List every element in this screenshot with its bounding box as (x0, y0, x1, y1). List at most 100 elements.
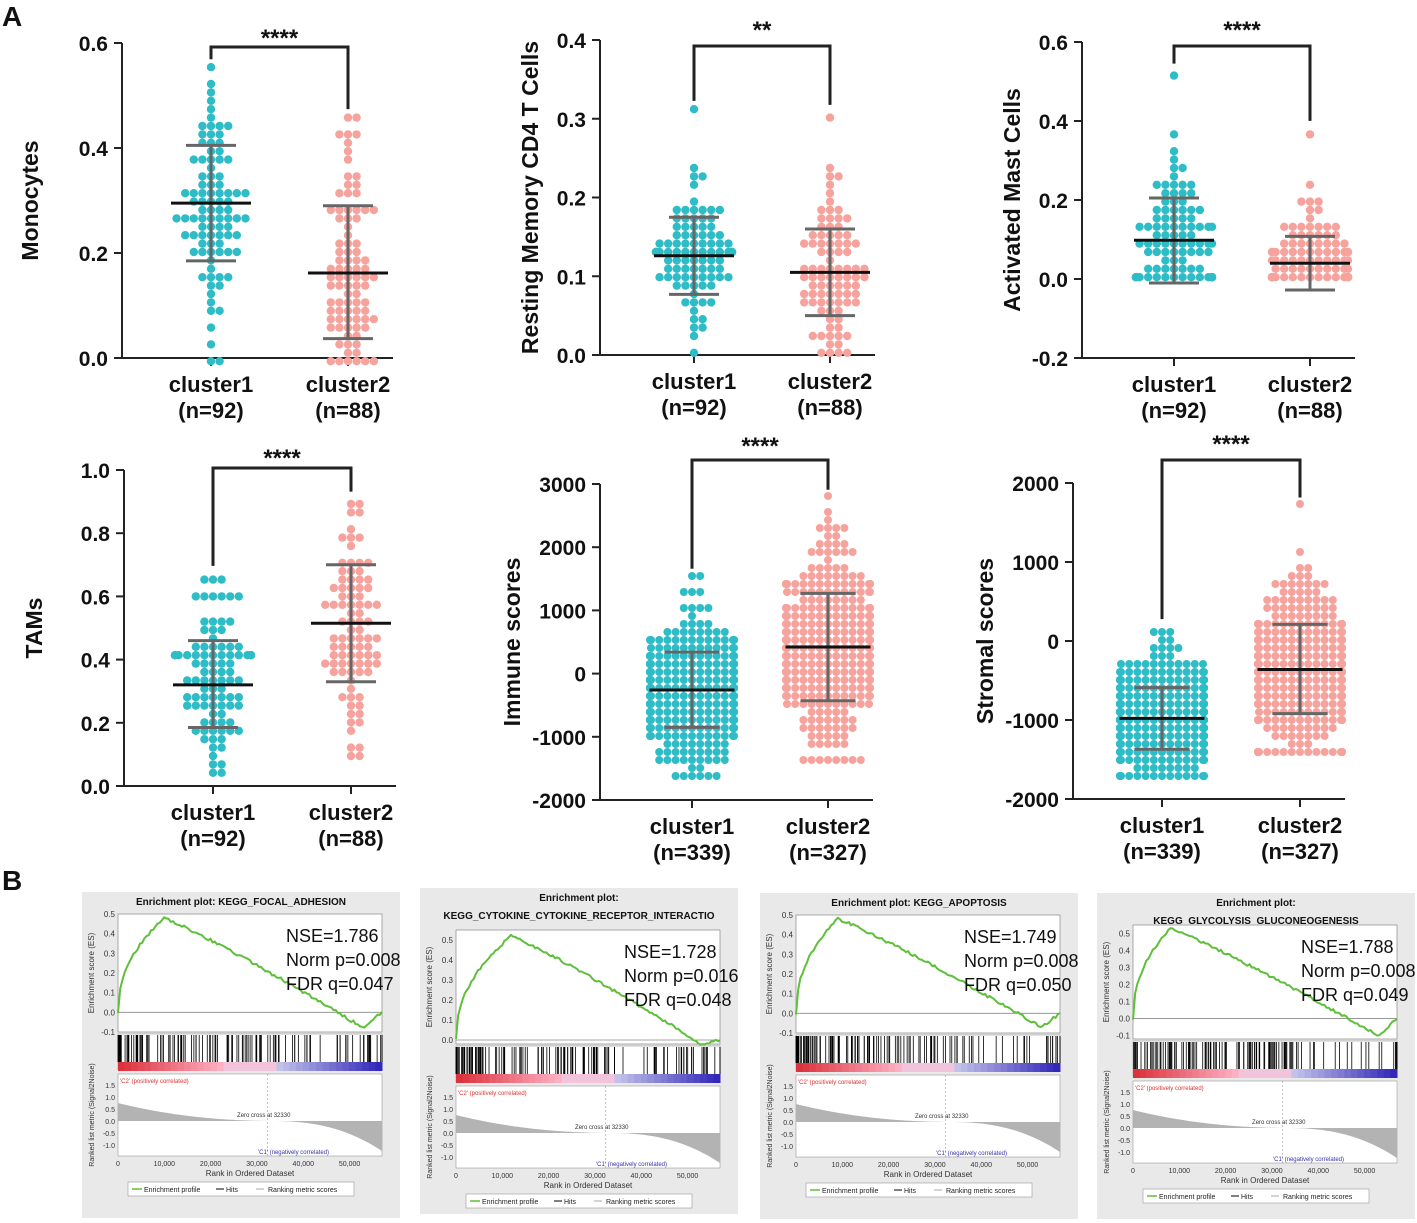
data-point (206, 264, 216, 273)
data-point (672, 222, 681, 231)
data-point (851, 273, 861, 282)
data-point (679, 716, 688, 724)
y-tick-label: 0.2 (1039, 190, 1068, 213)
data-point (191, 676, 200, 685)
metric-tick-label: 1.0 (443, 1107, 453, 1114)
data-point (848, 580, 857, 588)
data-point (679, 756, 688, 764)
data-point (200, 625, 209, 635)
metric-tick-label: -1.0 (441, 1155, 453, 1162)
data-point (1174, 756, 1183, 764)
data-point (1312, 724, 1321, 732)
data-point (338, 667, 347, 677)
data-point (689, 180, 699, 189)
data-point (352, 214, 361, 223)
data-point (1161, 273, 1170, 282)
neg-corr-label: 'C1' (negatively correlated) (936, 1151, 1007, 1157)
color-segment (495, 1074, 503, 1083)
data-point (715, 256, 725, 265)
data-point (807, 548, 816, 556)
data-point (215, 357, 224, 366)
data-point (1200, 732, 1208, 740)
data-point (646, 636, 654, 644)
data-point (1161, 214, 1170, 223)
data-point (1133, 668, 1142, 676)
y-axis-label: Activated Mast Cells (999, 88, 1025, 312)
data-point (1287, 740, 1296, 748)
data-point (834, 281, 843, 290)
data-point (681, 231, 690, 240)
data-point (1279, 604, 1288, 612)
data-point (1200, 684, 1208, 692)
data-point (1331, 239, 1341, 248)
data-point (704, 756, 713, 764)
data-point (663, 756, 672, 764)
data-point (346, 684, 356, 693)
y-tick-label: -2000 (532, 790, 586, 813)
es-tick-label: 0.5 (1119, 930, 1131, 939)
data-point (1125, 684, 1134, 692)
data-point (704, 748, 713, 756)
data-point (217, 617, 226, 626)
color-segment (256, 1062, 264, 1071)
data-point (329, 642, 338, 651)
data-point (815, 596, 824, 604)
data-point (663, 644, 672, 652)
data-point (1149, 628, 1158, 636)
color-segment (210, 1062, 218, 1071)
data-point (720, 748, 729, 756)
data-point (720, 628, 729, 636)
data-point (825, 180, 835, 189)
data-point (1271, 644, 1280, 652)
data-point (715, 247, 725, 257)
es-tick-label: 0.1 (104, 989, 116, 998)
color-segment (502, 1074, 510, 1083)
data-point (206, 79, 216, 89)
data-point (1116, 732, 1124, 740)
data-point (688, 588, 696, 596)
data-point (1190, 692, 1199, 700)
color-segment (1364, 1069, 1372, 1078)
significance-bracket (1172, 44, 1312, 121)
data-point (1133, 740, 1142, 748)
data-point (799, 628, 808, 636)
data-point (1182, 740, 1191, 748)
data-point (1328, 652, 1337, 660)
data-point (799, 756, 808, 764)
color-segment (1172, 1069, 1180, 1078)
data-point (672, 231, 681, 240)
panel-b-label: B (2, 865, 22, 896)
metric-tick-label: 1.5 (443, 1095, 453, 1102)
data-point (1288, 273, 1297, 282)
data-point (335, 340, 344, 349)
data-point (346, 533, 356, 542)
x-tick-label: 10,000 (832, 1162, 854, 1169)
data-point (355, 592, 364, 601)
y-tick-label: 0.4 (1039, 111, 1069, 134)
significance-bracket (690, 458, 830, 569)
data-point (180, 214, 190, 223)
x-tick-label: 50,000 (1354, 1168, 1376, 1175)
data-point (696, 708, 705, 716)
data-point (815, 564, 824, 572)
data-point (696, 572, 705, 580)
data-point (1320, 652, 1329, 660)
data-point (688, 748, 696, 756)
data-point (704, 604, 713, 612)
chart-stromal: -2000-1000010002000cluster1(n=339)cluste… (972, 431, 1346, 864)
data-point (696, 620, 705, 628)
data-point (1149, 676, 1158, 684)
data-point (1279, 660, 1288, 668)
color-segment (561, 1074, 569, 1083)
data-point (1133, 676, 1142, 684)
data-point (1149, 708, 1158, 716)
data-point (355, 609, 364, 618)
data-point (712, 740, 721, 748)
data-point (671, 748, 680, 756)
data-point (1141, 724, 1150, 732)
data-point (843, 273, 852, 282)
data-point (808, 231, 817, 240)
data-point (815, 604, 824, 612)
data-point (817, 281, 826, 290)
data-point (825, 205, 835, 215)
